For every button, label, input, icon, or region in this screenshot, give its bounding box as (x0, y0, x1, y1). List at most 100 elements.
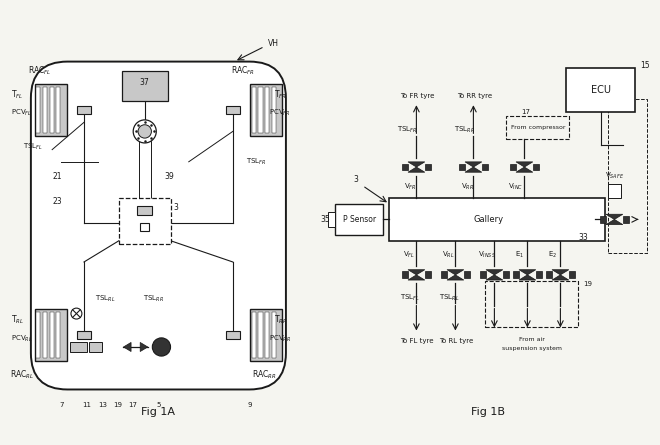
Bar (568, 271, 575, 278)
Text: T$_{FL}$: T$_{FL}$ (11, 89, 24, 101)
Bar (36, 312, 40, 358)
Text: T$_{FR}$: T$_{FR}$ (274, 89, 287, 101)
Text: Fig 1B: Fig 1B (471, 407, 506, 417)
Bar (43, 87, 47, 133)
Bar (56, 87, 61, 133)
Polygon shape (606, 214, 623, 219)
Text: V$_{INC}$: V$_{INC}$ (508, 182, 523, 192)
Polygon shape (486, 275, 503, 280)
Text: T$_{RR}$: T$_{RR}$ (274, 313, 288, 326)
Bar (485, 281, 578, 327)
Text: TSL$_{FR}$: TSL$_{FR}$ (246, 157, 267, 167)
Bar (402, 164, 409, 170)
Bar (265, 87, 269, 133)
Bar (272, 312, 276, 358)
Bar (259, 312, 263, 358)
Text: PCV$_{RR}$: PCV$_{RR}$ (269, 334, 292, 344)
Polygon shape (408, 162, 425, 167)
Text: TSL$_{RR}$: TSL$_{RR}$ (454, 125, 475, 135)
Text: RAC$_{FR}$: RAC$_{FR}$ (231, 65, 255, 77)
Bar (480, 271, 486, 278)
Bar (77, 106, 91, 114)
Text: E$_1$: E$_1$ (515, 250, 525, 260)
Text: 5: 5 (156, 402, 160, 408)
Bar (622, 216, 629, 223)
Bar (36, 87, 40, 133)
Bar (226, 106, 240, 114)
Polygon shape (606, 219, 623, 225)
Bar (122, 71, 168, 101)
Bar (250, 309, 282, 360)
Text: To RL tyre: To RL tyre (439, 338, 473, 344)
Bar (250, 85, 282, 136)
Bar (119, 198, 170, 244)
Text: 37: 37 (140, 78, 150, 87)
Polygon shape (123, 342, 131, 352)
Bar (566, 69, 636, 112)
Text: To FL tyre: To FL tyre (400, 338, 434, 344)
Text: TSL$_{RL}$: TSL$_{RL}$ (94, 293, 116, 303)
Bar (265, 312, 269, 358)
Text: suspension system: suspension system (502, 346, 562, 351)
Bar (272, 87, 276, 133)
Text: V$_{FL}$: V$_{FL}$ (403, 250, 415, 260)
Polygon shape (465, 162, 482, 167)
Text: E$_2$: E$_2$ (548, 250, 558, 260)
Bar (50, 312, 54, 358)
Text: TSL$_{RR}$: TSL$_{RR}$ (143, 293, 164, 303)
Bar (140, 223, 149, 231)
Bar (251, 87, 256, 133)
Text: 35: 35 (320, 215, 330, 224)
Bar (510, 164, 516, 170)
Polygon shape (408, 167, 425, 172)
Circle shape (133, 120, 156, 143)
Text: RAC$_{FL}$: RAC$_{FL}$ (28, 65, 52, 77)
Text: TSL$_{RL}$: TSL$_{RL}$ (439, 293, 459, 303)
FancyBboxPatch shape (31, 61, 286, 389)
Bar (535, 271, 542, 278)
Text: To RR tyre: To RR tyre (457, 93, 492, 99)
Bar (609, 99, 647, 253)
Bar (546, 271, 552, 278)
Text: From air: From air (519, 337, 545, 342)
Text: PCV$_{FR}$: PCV$_{FR}$ (269, 108, 291, 118)
Bar (43, 312, 47, 358)
Text: V$_{INSS}$: V$_{INSS}$ (478, 250, 496, 260)
Text: To FR tyre: To FR tyre (400, 93, 434, 99)
Bar (608, 184, 621, 198)
Text: 3: 3 (353, 175, 358, 184)
Text: RAC$_{RR}$: RAC$_{RR}$ (252, 368, 277, 380)
Text: 3: 3 (174, 203, 178, 212)
Polygon shape (516, 167, 533, 172)
Polygon shape (408, 270, 425, 275)
Bar (226, 331, 240, 339)
Bar (35, 85, 67, 136)
Bar (459, 164, 465, 170)
Polygon shape (140, 342, 148, 352)
Bar (259, 87, 263, 133)
Bar (88, 342, 102, 352)
Bar (424, 271, 431, 278)
Text: 7: 7 (59, 402, 63, 408)
Circle shape (71, 308, 82, 319)
Polygon shape (519, 275, 536, 280)
Text: 19: 19 (113, 402, 122, 408)
Bar (328, 212, 335, 227)
Bar (402, 271, 409, 278)
Bar (389, 198, 605, 241)
Polygon shape (516, 162, 533, 167)
Bar (35, 309, 67, 360)
Text: PCV$_{FL}$: PCV$_{FL}$ (11, 108, 32, 118)
Text: VH: VH (268, 39, 279, 48)
Text: TSL$_{FL}$: TSL$_{FL}$ (23, 142, 44, 152)
Bar (139, 141, 150, 201)
Text: 33: 33 (578, 234, 588, 243)
Polygon shape (486, 270, 503, 275)
Bar (513, 271, 519, 278)
Text: V$_{FR}$: V$_{FR}$ (404, 182, 416, 192)
Text: RAC$_{RL}$: RAC$_{RL}$ (10, 368, 34, 380)
Bar (56, 312, 61, 358)
Polygon shape (552, 275, 569, 280)
Text: V$_{RL}$: V$_{RL}$ (442, 250, 454, 260)
Bar (463, 271, 470, 278)
